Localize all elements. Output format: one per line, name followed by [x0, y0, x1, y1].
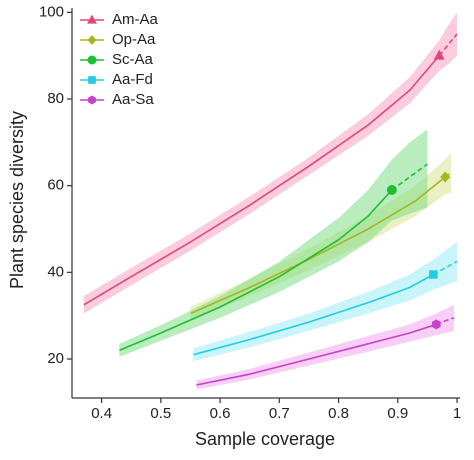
- interpolated-line: [193, 273, 434, 356]
- confidence-band: [436, 304, 455, 336]
- x-tick-label: 1: [453, 405, 461, 422]
- legend-label: Sc-Aa: [112, 51, 154, 68]
- y-tick-label: 40: [47, 263, 64, 280]
- interpolated-line: [119, 189, 393, 352]
- observed-point: [433, 49, 445, 60]
- x-axis-title: Sample coverage: [195, 429, 335, 449]
- observed-point: [440, 171, 451, 183]
- interpolated-line: [190, 176, 446, 315]
- legend-label: Op-Aa: [112, 31, 156, 48]
- interpolated-line: [83, 55, 440, 306]
- legend-marker: [87, 55, 97, 65]
- x-tick-label: 0.8: [328, 405, 349, 422]
- confidence-band: [83, 40, 440, 314]
- confidence-band: [433, 242, 458, 290]
- extrapolated-line: [438, 33, 458, 57]
- extrapolated-line: [391, 163, 428, 191]
- x-tick-label: 0.6: [210, 405, 231, 422]
- observed-point: [429, 270, 438, 279]
- confidence-band: [439, 12, 458, 71]
- confidence-band: [196, 313, 437, 390]
- legend-marker: [88, 95, 96, 105]
- confidence-band: [445, 153, 452, 195]
- legend-label: Aa-Sa: [112, 91, 154, 108]
- confidence-band: [391, 129, 428, 221]
- x-tick-label: 0.5: [150, 405, 171, 422]
- legend-label: Am-Aa: [112, 11, 159, 28]
- legend-marker: [87, 14, 97, 24]
- observed-point: [431, 319, 441, 330]
- legend-marker: [87, 35, 97, 45]
- y-axis-title: Plant species diversity: [7, 111, 27, 289]
- y-tick-label: 100: [39, 3, 64, 20]
- y-tick-label: 20: [47, 350, 64, 367]
- interpolated-line: [196, 323, 437, 386]
- legend-marker: [88, 76, 96, 84]
- observed-point: [386, 185, 397, 195]
- x-tick-label: 0.4: [91, 405, 112, 422]
- confidence-band: [119, 159, 392, 357]
- x-tick-label: 0.7: [269, 405, 290, 422]
- y-tick-label: 80: [47, 90, 64, 107]
- y-tick-label: 60: [47, 177, 64, 194]
- legend-label: Aa-Fd: [112, 71, 153, 88]
- x-tick-label: 0.9: [387, 405, 408, 422]
- confidence-band: [193, 259, 434, 362]
